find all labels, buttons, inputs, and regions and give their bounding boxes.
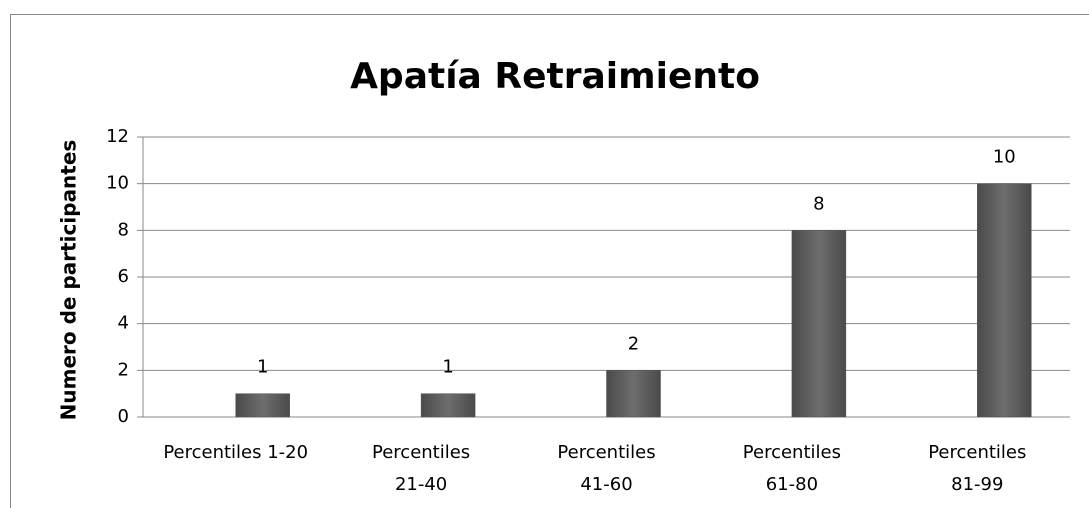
- x-tick-label-line: Percentiles: [372, 442, 470, 463]
- bar: [420, 393, 476, 418]
- y-tick-label: 12: [106, 126, 129, 147]
- chart-frame: [10, 14, 1089, 508]
- y-tick-label: 6: [118, 266, 129, 287]
- x-tick-label-line: Percentiles: [928, 442, 1026, 463]
- y-tick-label: 0: [118, 406, 129, 427]
- bar: [235, 393, 290, 418]
- x-tick-label: Percentiles 21-40: [372, 442, 470, 495]
- data-label: 8: [813, 193, 824, 214]
- x-tick-label: Percentiles 41-60: [557, 442, 655, 495]
- x-tick-label: Percentiles 61-80: [743, 442, 841, 495]
- y-tick-label: 2: [118, 359, 129, 380]
- y-tick-label: 4: [118, 313, 129, 334]
- y-axis-label: Numero de participantes: [57, 140, 81, 421]
- bar: [606, 370, 661, 418]
- data-label: 1: [257, 357, 268, 378]
- x-tick-label-line: 21-40: [395, 474, 447, 495]
- bar: [791, 230, 847, 418]
- data-label: 1: [442, 357, 453, 378]
- x-tick-label-line: 81-99: [951, 474, 1003, 495]
- y-tick-label: 10: [106, 173, 129, 194]
- data-label: 10: [993, 147, 1016, 168]
- x-tick-label-line: 41-60: [580, 474, 632, 495]
- x-tick-label: Percentiles 81-99: [928, 442, 1026, 495]
- data-label: 2: [628, 333, 639, 354]
- chart-title: Apatía Retraimiento: [350, 56, 760, 97]
- x-tick-label-line: Percentiles: [743, 442, 841, 463]
- x-tick-label-line: Percentiles: [557, 442, 655, 463]
- bar: [977, 183, 1032, 418]
- y-tick-label: 8: [118, 219, 129, 240]
- x-tick-label: Percentiles 1-20: [163, 442, 308, 463]
- x-tick-label-line: 61-80: [766, 474, 818, 495]
